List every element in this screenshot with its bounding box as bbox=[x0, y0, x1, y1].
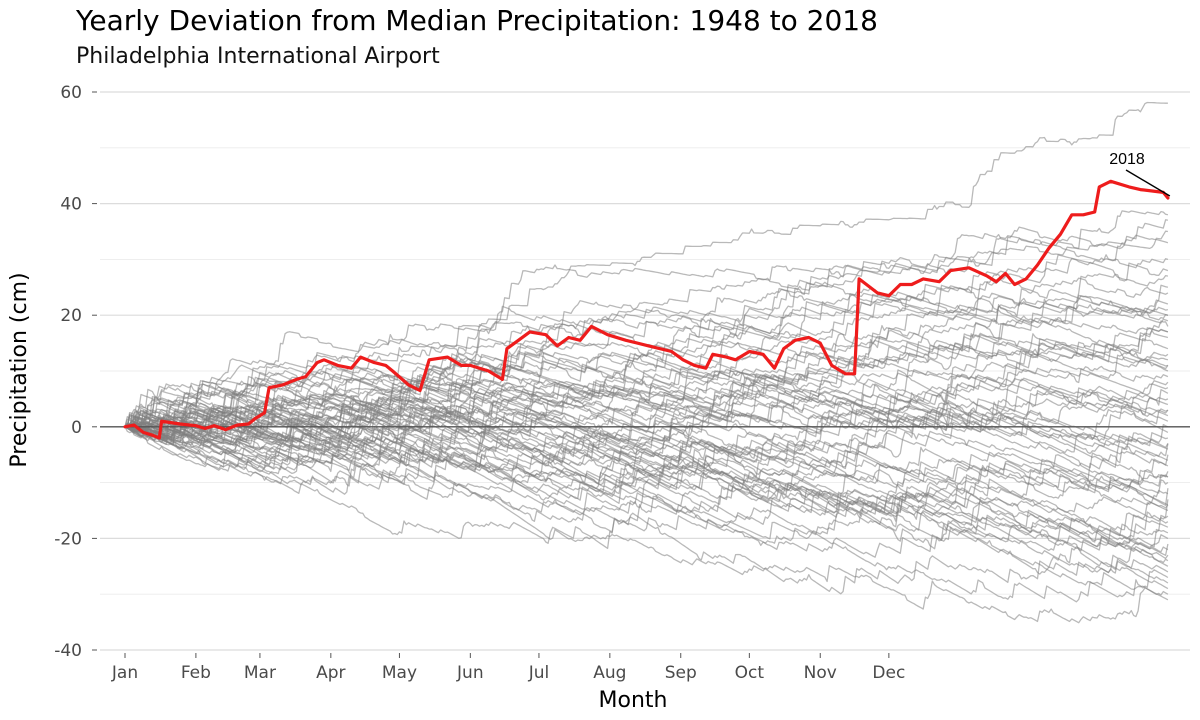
x-tick-label: Oct bbox=[735, 663, 765, 683]
x-tick-label: Mar bbox=[244, 663, 276, 683]
series-line bbox=[124, 426, 1169, 624]
x-tick-label: Feb bbox=[181, 663, 211, 683]
y-tick-label: -40 bbox=[54, 641, 82, 661]
y-tick-label: 40 bbox=[60, 195, 82, 215]
y-tick-label: -20 bbox=[54, 529, 82, 549]
series-line bbox=[124, 329, 1169, 430]
series-line bbox=[124, 338, 1169, 430]
series-line bbox=[124, 423, 1169, 499]
x-tick-label: Sep bbox=[665, 663, 697, 683]
y-tick-label: 20 bbox=[60, 306, 82, 326]
x-tick-label: Apr bbox=[316, 663, 345, 683]
x-axis: Jan Feb Mar Apr May Jun Jul Aug Sep Oct Nov Dec bbox=[111, 653, 905, 683]
x-tick-label: Dec bbox=[872, 663, 905, 683]
y-axis: 60 40 20 0 -20 -40 bbox=[54, 83, 97, 661]
highlight-series-line bbox=[123, 179, 1170, 440]
series-line bbox=[124, 219, 1169, 435]
series-line bbox=[124, 295, 1169, 445]
series-line bbox=[124, 421, 1169, 564]
series-line bbox=[124, 232, 1169, 437]
series-line bbox=[124, 412, 1169, 567]
series-line bbox=[124, 425, 1169, 544]
series-line bbox=[124, 305, 1169, 446]
x-tick-label: Jul bbox=[528, 663, 550, 683]
x-tick-label: Jan bbox=[111, 663, 138, 683]
series-line bbox=[124, 419, 1169, 550]
x-tick-label: Nov bbox=[804, 663, 837, 683]
series-line bbox=[124, 210, 1169, 432]
x-tick-label: Jun bbox=[456, 663, 484, 683]
series-line bbox=[125, 101, 1168, 428]
series-line bbox=[124, 403, 1169, 598]
chart-title: Yearly Deviation from Median Precipitati… bbox=[76, 4, 878, 37]
y-axis-title: Precipitation (cm) bbox=[7, 272, 32, 467]
series-line bbox=[124, 277, 1169, 429]
series-line bbox=[124, 396, 1169, 454]
series-line bbox=[124, 306, 1169, 431]
series-line bbox=[124, 399, 1169, 487]
series-line bbox=[124, 365, 1169, 435]
x-tick-label: May bbox=[382, 663, 417, 683]
series-line bbox=[124, 416, 1169, 553]
background-series bbox=[124, 101, 1169, 624]
series-line bbox=[124, 411, 1169, 552]
annotation-label-2018: 2018 bbox=[1109, 151, 1145, 168]
series-line bbox=[124, 418, 1169, 590]
y-tick-label: 0 bbox=[71, 418, 82, 438]
x-tick-label: Aug bbox=[593, 663, 626, 683]
y-tick-label: 60 bbox=[60, 83, 82, 103]
series-line bbox=[124, 385, 1169, 473]
annotation-group: 2018 bbox=[1109, 151, 1171, 197]
x-axis-title: Month bbox=[599, 688, 668, 713]
series-line bbox=[124, 426, 1169, 548]
annotation-leader-line bbox=[1125, 169, 1171, 197]
series-line bbox=[124, 420, 1169, 603]
series-line bbox=[124, 425, 1169, 498]
series-line bbox=[124, 426, 1169, 549]
series-line bbox=[124, 405, 1169, 491]
series-line bbox=[124, 385, 1169, 576]
chart-subtitle: Philadelphia International Airport bbox=[76, 44, 440, 69]
series-line bbox=[124, 414, 1169, 506]
series-line bbox=[124, 404, 1169, 574]
highlight-series-group bbox=[123, 179, 1170, 440]
